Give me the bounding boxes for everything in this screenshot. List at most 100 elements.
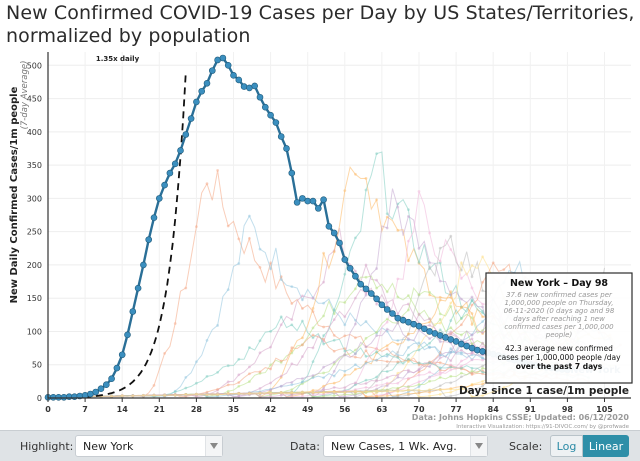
background-series-point <box>195 225 198 229</box>
background-series-point <box>417 247 421 250</box>
background-series-point <box>354 287 357 291</box>
background-series-point <box>301 336 304 340</box>
new-york-data-point <box>420 325 428 333</box>
background-series-point <box>343 395 347 398</box>
scale-log-button[interactable]: Log <box>550 435 583 457</box>
data-select[interactable]: New Cases, 1 Wk. Avg. <box>323 435 488 457</box>
background-series-point <box>258 391 262 395</box>
new-york-data-point <box>261 103 269 111</box>
background-series-point <box>279 384 283 388</box>
background-series-point <box>364 188 368 192</box>
chart-title-line2: normalized by population <box>6 25 251 47</box>
background-series-point <box>449 301 453 305</box>
background-series-point <box>290 318 294 322</box>
background-series-point <box>311 336 315 340</box>
background-series-point <box>396 371 400 375</box>
background-series-point <box>226 389 230 393</box>
background-series-point <box>396 386 400 390</box>
background-series-point <box>269 367 272 371</box>
background-series-point <box>417 383 421 386</box>
background-series-point <box>311 388 315 392</box>
background-series-point <box>226 288 230 292</box>
background-series-point <box>332 362 336 366</box>
background-series-point <box>460 323 463 327</box>
background-series-point <box>428 337 431 341</box>
background-series-point <box>470 263 474 267</box>
background-series-point <box>375 152 378 156</box>
axis-layer: 0 50 100 150 200 250 300 350 400 450 500 0 7 14 21 28 35… <box>9 52 631 430</box>
x-tick-label: 56 <box>339 405 351 414</box>
background-series-point <box>248 380 251 384</box>
background-series-point <box>481 280 484 284</box>
background-series-point <box>375 394 378 398</box>
background-series-point <box>460 387 463 391</box>
background-series-point <box>226 392 230 395</box>
background-series-point <box>470 295 474 299</box>
background-series-point <box>428 365 431 368</box>
background-series-point <box>332 386 336 389</box>
background-series-point <box>354 363 357 366</box>
background-series-point <box>216 393 220 396</box>
background-series-point <box>449 347 453 351</box>
background-series-point <box>460 261 463 265</box>
tooltip-detail-line: confirmed cases per 1,000,000 <box>504 323 614 331</box>
background-series-point <box>396 339 400 342</box>
tooltip-title: New York – Day 98 <box>510 278 608 289</box>
background-series-point <box>343 386 347 390</box>
background-series-point <box>481 380 484 383</box>
background-series-point <box>364 349 368 352</box>
background-series-point <box>301 382 304 386</box>
background-series-point <box>332 338 336 342</box>
background-series-point <box>449 363 453 367</box>
background-series-point <box>417 363 421 367</box>
background-series-point <box>428 345 431 349</box>
new-york-data-point <box>383 306 391 313</box>
background-series-point <box>237 262 241 265</box>
chart-title-line1: New Confirmed COVID-19 Cases per Day by … <box>6 2 635 24</box>
background-series-point <box>396 373 400 377</box>
background-series-point <box>216 324 220 327</box>
background-series-point <box>428 341 431 345</box>
background-series-point <box>481 341 484 345</box>
background-series-point <box>237 384 241 388</box>
new-york-data-point <box>182 131 190 138</box>
highlight-label: Highlight: <box>20 440 74 453</box>
background-series-point <box>184 286 188 290</box>
scale-linear-button[interactable]: Linear <box>583 435 629 457</box>
new-york-data-point <box>251 82 258 90</box>
background-series-point <box>375 375 378 379</box>
background-series-point <box>396 356 400 359</box>
background-series-point <box>343 369 347 373</box>
new-york-data-point <box>108 375 115 383</box>
background-series-point <box>460 306 463 310</box>
background-series-point <box>216 169 220 172</box>
background-series-point <box>438 279 442 283</box>
background-series-point <box>396 394 400 398</box>
background-series-point <box>332 394 336 398</box>
background-series-point <box>396 360 400 364</box>
background-series-point <box>301 343 304 347</box>
background-series-point <box>364 320 368 323</box>
highlight-select[interactable]: New York <box>75 435 223 457</box>
background-series-point <box>481 356 484 360</box>
background-series-point <box>460 385 463 388</box>
new-york-data-point <box>219 54 227 62</box>
background-series-point <box>301 294 304 298</box>
background-series-point <box>470 337 474 341</box>
background-series-point <box>258 370 262 374</box>
background-series-point <box>385 320 389 324</box>
background-series-point <box>322 280 325 284</box>
background-series-point <box>417 391 421 395</box>
background-series-point <box>322 342 325 346</box>
background-series-point <box>332 349 336 353</box>
background-series-point <box>364 293 368 297</box>
background-series-point <box>481 320 484 323</box>
new-york-data-point <box>288 169 296 177</box>
background-series-point <box>470 383 474 387</box>
background-series-point <box>385 352 389 356</box>
background-series-point <box>407 332 410 336</box>
background-series-point <box>301 307 304 310</box>
new-york-data-point <box>203 79 211 87</box>
background-series-point <box>407 368 410 372</box>
background-series-point <box>258 372 262 375</box>
